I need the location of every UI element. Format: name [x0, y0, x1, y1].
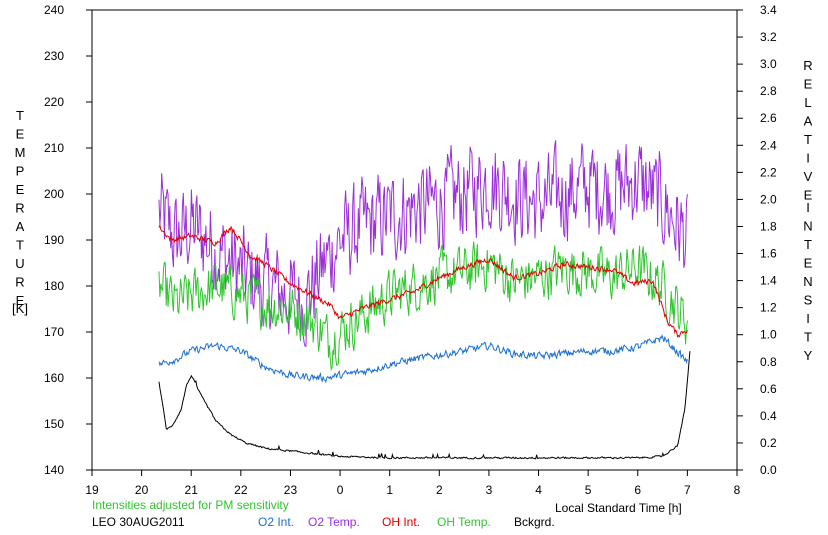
legend-oh-temp: OH Temp. — [437, 515, 491, 529]
y-right-label-letter: I — [806, 311, 810, 326]
y-left-label-letter: T — [16, 108, 24, 123]
series-line-bckgrd — [158, 351, 691, 460]
y-left-tick-label: 150 — [44, 417, 64, 431]
y-left-label-letter: M — [15, 145, 26, 160]
series-line-o2-temp — [158, 140, 688, 347]
y-right-label-letter: Y — [804, 348, 813, 363]
y-right-axis: 0.0 0.2 0.4 0.6 0.8 1.0 1.2 1.4 1.6 1.8 2.0 2.2 2.4 2… — [737, 3, 777, 477]
y-right-tick-label: 3.0 — [760, 57, 777, 71]
y-right-label-letter: R — [803, 58, 812, 73]
y-right-tick-label: 1.2 — [760, 301, 777, 315]
y-right-label-letter: E — [804, 188, 813, 203]
x-axis-label: Local Standard Time [h] — [555, 501, 682, 515]
y-right-tick-label: 0.6 — [760, 382, 777, 396]
y-left-tick-label: 220 — [44, 95, 64, 109]
y-left-tick-label: 170 — [44, 325, 64, 339]
y-right-tick-label: 2.4 — [760, 138, 777, 152]
x-tick-label: 8 — [734, 483, 741, 497]
y-left-label-letter: U — [15, 256, 24, 271]
x-tick-label: 21 — [185, 483, 199, 497]
y-right-label-letter: T — [804, 132, 812, 147]
plot-frame — [91, 9, 738, 471]
x-tick-label: 2 — [436, 483, 443, 497]
y-left-tick-label: 160 — [44, 371, 64, 385]
y-right-label-letter: S — [804, 293, 813, 308]
y-right-label-letter: V — [804, 169, 813, 184]
legend-bckgrd: Bckgrd. — [514, 515, 555, 529]
y-left-tick-label: 180 — [44, 279, 64, 293]
x-tick-label: 5 — [585, 483, 592, 497]
y-right-tick-label: 2.8 — [760, 84, 777, 98]
x-tick-label: 23 — [284, 483, 298, 497]
y-left-label-letter: P — [16, 164, 25, 179]
y-left-label-letter: A — [16, 219, 25, 234]
x-tick-label: 0 — [337, 483, 344, 497]
x-tick-label: 20 — [135, 483, 149, 497]
y-left-label-letter: R — [15, 201, 24, 216]
y-right-tick-label: 2.2 — [760, 165, 777, 179]
series-layer — [158, 140, 691, 460]
y-right-label-letter: N — [803, 274, 812, 289]
legend-o2-int: O2 Int. — [258, 515, 294, 529]
y-right-label-letter: N — [803, 219, 812, 234]
x-tick-label: 4 — [535, 483, 542, 497]
y-left-label-letter: E — [16, 127, 25, 142]
y-right-label-letter: I — [806, 200, 810, 215]
legend-oh-int: OH Int. — [382, 515, 420, 529]
y-right-tick-label: 2.6 — [760, 111, 777, 125]
y-left-tick-label: 210 — [44, 141, 64, 155]
y-left-tick-label: 200 — [44, 187, 64, 201]
y-left-label-letter: E — [16, 182, 25, 197]
x-tick-label: 3 — [486, 483, 493, 497]
y-right-label-letter: I — [806, 151, 810, 166]
y-right-tick-label: 0.0 — [760, 463, 777, 477]
y-right-tick-label: 2.0 — [760, 192, 777, 206]
y-left-tick-label: 240 — [44, 3, 64, 17]
y-right-label-letter: E — [804, 256, 813, 271]
x-axis: 19 20 21 22 23 0 1 2 3 4 5 6 7 8 — [85, 470, 741, 497]
series-line-oh-temp — [158, 241, 688, 371]
y-right-tick-label: 1.8 — [760, 219, 777, 233]
x-tick-label: 6 — [634, 483, 641, 497]
y-right-label-letter: L — [804, 95, 811, 110]
y-left-label-unit: [K] — [12, 301, 28, 316]
y-left-label-letter: E — [16, 293, 25, 308]
x-tick-label: 22 — [234, 483, 248, 497]
y-right-label-letter: E — [804, 77, 813, 92]
note-label: Intensities adjusted for PM sensitivity — [92, 498, 289, 512]
y-right-label-letter: T — [804, 237, 812, 252]
y-right-tick-label: 0.4 — [760, 409, 777, 423]
y-right-tick-label: 3.2 — [760, 30, 777, 44]
x-tick-label: 1 — [386, 483, 393, 497]
series-line-o2-int — [158, 334, 688, 384]
y-right-tick-label: 3.4 — [760, 3, 777, 17]
y-right-tick-label: 1.4 — [760, 274, 777, 288]
y-right-label-letter: A — [804, 114, 813, 129]
station-label: LEO 30AUG2011 — [92, 515, 185, 529]
y-left-axis: 140 150 160 170 180 190 200 210 220 230 240 — [44, 3, 92, 477]
y-left-label-letter: T — [16, 238, 24, 253]
y-right-tick-label: 0.2 — [760, 436, 777, 450]
y-left-tick-label: 140 — [44, 463, 64, 477]
legend-o2-temp: O2 Temp. — [308, 515, 360, 529]
y-left-tick-label: 190 — [44, 233, 64, 247]
y-right-label-letter: T — [804, 330, 812, 345]
y-left-label-letter: R — [15, 275, 24, 290]
y-right-tick-label: 0.8 — [760, 355, 777, 369]
y-left-tick-label: 230 — [44, 49, 64, 63]
x-tick-label: 19 — [85, 483, 99, 497]
y-right-tick-label: 1.0 — [760, 328, 777, 342]
y-right-tick-label: 1.6 — [760, 247, 777, 261]
x-tick-label: 7 — [684, 483, 691, 497]
series-line-oh-int — [158, 224, 688, 338]
